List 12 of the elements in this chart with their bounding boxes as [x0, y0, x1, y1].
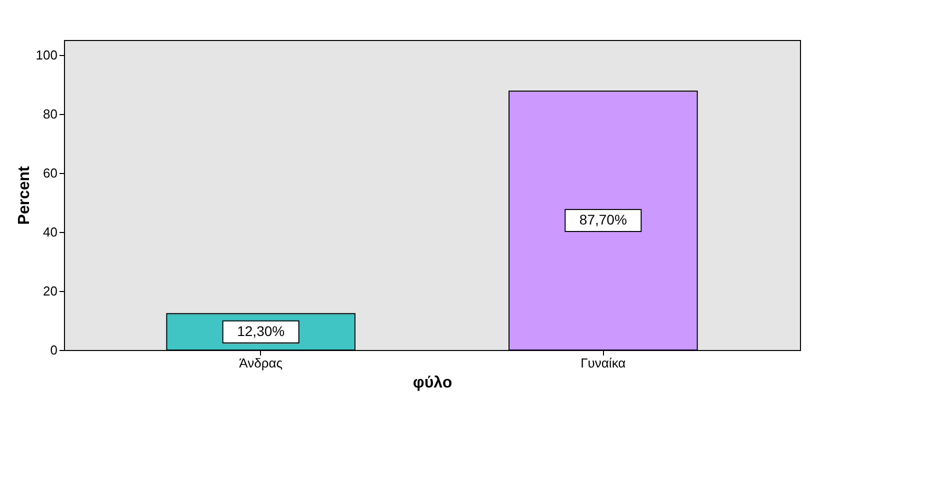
y-tick-label: 80	[43, 106, 58, 122]
x-axis-title: φύλο	[412, 374, 452, 392]
y-tick-label: 40	[43, 224, 58, 240]
y-tick-label: 20	[43, 283, 58, 298]
y-tick-label: 100	[36, 47, 58, 62]
y-tick-label: 60	[43, 165, 58, 180]
y-tick-label: 0	[50, 342, 58, 358]
x-tick-label: Άνδρας	[239, 356, 283, 370]
y-axis-title: Percent	[16, 165, 33, 225]
data-label: 12,30%	[237, 322, 285, 339]
data-label: 87,70%	[579, 212, 627, 228]
x-tick-label: Γυναίκα	[580, 356, 626, 370]
